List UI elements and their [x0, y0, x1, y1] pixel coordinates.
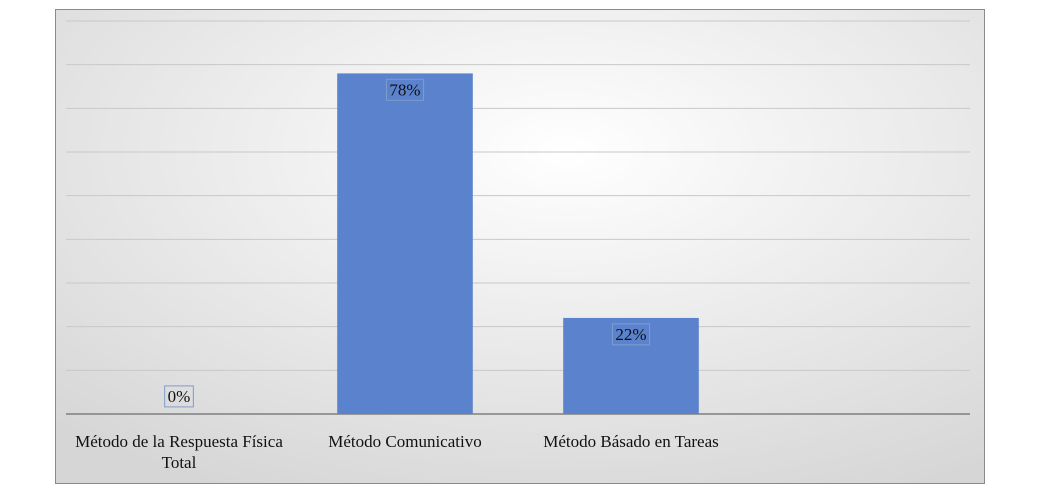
x-tick-label: Método Básado en Tareas — [543, 432, 719, 451]
x-tick-label: Método Comunicativo — [328, 432, 482, 451]
bar — [337, 73, 473, 415]
bar — [563, 317, 699, 414]
data-label-box — [611, 323, 651, 346]
x-tick-label: Método de la Respuesta Física Total — [75, 432, 283, 472]
data-label: 78% — [389, 80, 420, 99]
data-label-box — [385, 78, 425, 101]
chart-frame — [55, 9, 985, 484]
data-label: 22% — [615, 325, 646, 344]
data-label: 0% — [168, 387, 191, 406]
data-label-box — [164, 385, 194, 408]
